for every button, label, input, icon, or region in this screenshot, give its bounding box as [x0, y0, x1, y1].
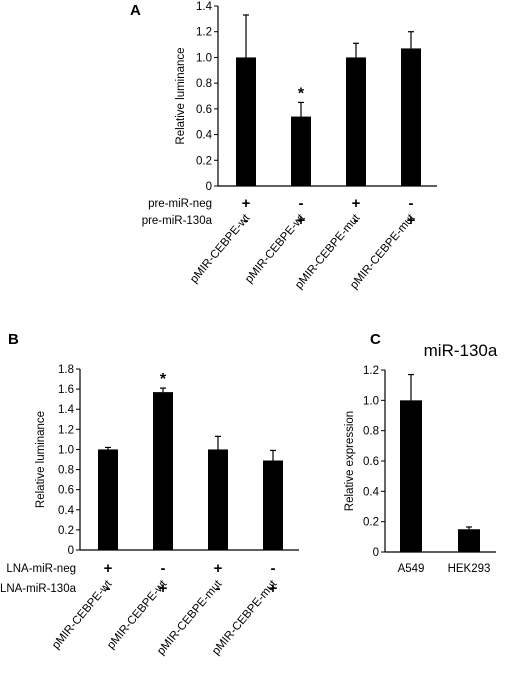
- panel-a: A 0 0.2 0.4 0.6 0.8 1.0 1.2 1.4 Relative luminanc…: [130, 1, 437, 291]
- panel-title: miR-130a: [424, 341, 498, 360]
- bar: [153, 392, 173, 550]
- y-tick-label: 0.2: [58, 525, 74, 537]
- condition-sign: -: [244, 212, 249, 229]
- condition-label: pre-miR-130a: [142, 215, 213, 227]
- condition-sign: +: [352, 195, 361, 212]
- condition-sign: -: [299, 195, 304, 212]
- significance-marker: *: [160, 371, 167, 388]
- y-tick-label: 1.0: [363, 395, 379, 407]
- y-tick-label: 1.2: [363, 365, 379, 377]
- bar: [263, 460, 283, 550]
- y-axis-title: Relative luminance: [35, 411, 47, 508]
- panel-label-c: C: [370, 331, 381, 348]
- category-label: pMIR-CEBPE-wt: [105, 578, 170, 652]
- bar: [291, 116, 311, 186]
- condition-sign: -: [354, 212, 359, 229]
- condition-sign: +: [407, 212, 416, 229]
- bar: [208, 449, 228, 550]
- y-tick-label: 0.4: [58, 505, 75, 517]
- condition-label: LNA-miR-neg: [6, 563, 76, 575]
- bar: [458, 529, 480, 552]
- bar: [346, 57, 366, 186]
- panel-b: B 0 0.2 0.4 0.6 0.8 1.0 1.2 1.4 1.6 1.8 Relative lu…: [0, 331, 299, 657]
- condition-sign: +: [269, 580, 278, 597]
- category-label: HEK293: [448, 563, 491, 575]
- y-tick-label: 0.8: [363, 426, 379, 438]
- y-tick-label: 0.4: [363, 486, 380, 498]
- y-axis-title: Relative luminance: [175, 47, 187, 144]
- bar: [400, 400, 422, 552]
- y-tick-label: 0.4: [196, 130, 213, 142]
- condition-label: LNA-miR-130a: [0, 583, 77, 595]
- significance-marker: *: [298, 85, 305, 102]
- panel-label-a: A: [130, 2, 141, 19]
- category-label: A549: [398, 563, 425, 575]
- condition-sign: -: [106, 580, 111, 597]
- y-tick-label: 0.6: [196, 104, 212, 116]
- y-tick-label: 0.6: [58, 485, 74, 497]
- y-tick-label: 1.4: [58, 404, 75, 416]
- bar: [401, 48, 421, 186]
- condition-sign: -: [271, 560, 276, 577]
- condition-sign: +: [104, 560, 113, 577]
- y-tick-label: 0.8: [58, 465, 74, 477]
- y-tick-label: 1.2: [196, 27, 212, 39]
- condition-sign: +: [242, 195, 251, 212]
- y-tick-label: 0.2: [363, 517, 379, 529]
- y-tick-label: 0.2: [196, 155, 212, 167]
- y-tick-label: 1.0: [196, 52, 212, 64]
- bar: [236, 57, 256, 186]
- y-tick-label: 1.6: [58, 384, 74, 396]
- y-tick-label: 0.8: [196, 78, 212, 90]
- category-label: pMIR-CEBPE-wt: [243, 212, 308, 286]
- condition-label: pre-miR-neg: [148, 198, 212, 210]
- y-tick-label: 1.8: [58, 364, 74, 376]
- y-tick-label: 0: [206, 181, 212, 193]
- y-tick-label: 0: [373, 547, 379, 559]
- condition-sign: +: [214, 560, 223, 577]
- condition-sign: +: [159, 580, 168, 597]
- y-tick-label: 0: [68, 545, 74, 557]
- y-tick-label: 1.4: [196, 1, 213, 13]
- condition-sign: -: [216, 580, 221, 597]
- y-tick-label: 1.0: [58, 444, 74, 456]
- condition-sign: -: [161, 560, 166, 577]
- y-axis-title: Relative expression: [344, 411, 356, 511]
- condition-sign: -: [409, 195, 414, 212]
- y-tick-label: 0.6: [363, 456, 379, 468]
- panel-label-b: B: [8, 331, 19, 348]
- y-tick-label: 1.2: [58, 424, 74, 436]
- condition-sign: +: [297, 212, 306, 229]
- bar: [98, 449, 118, 550]
